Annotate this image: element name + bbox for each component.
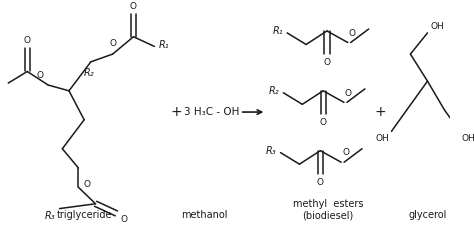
Text: R₃: R₃: [266, 146, 277, 156]
Text: +: +: [374, 105, 386, 119]
Text: O: O: [349, 29, 356, 38]
Text: O: O: [120, 215, 127, 224]
Text: O: O: [323, 58, 330, 67]
Text: +: +: [170, 105, 182, 119]
Text: O: O: [319, 118, 327, 127]
Text: O: O: [24, 36, 31, 45]
Text: O: O: [109, 39, 116, 48]
Text: O: O: [83, 180, 90, 189]
Text: OH: OH: [462, 134, 474, 143]
Text: O: O: [130, 2, 137, 11]
Text: O: O: [345, 89, 352, 98]
Text: R₂: R₂: [269, 86, 280, 96]
Text: O: O: [36, 71, 44, 80]
Text: R₃: R₃: [45, 210, 56, 220]
Text: triglyceride: triglyceride: [56, 210, 112, 220]
Text: OH: OH: [430, 22, 444, 31]
Text: 3 H₃C - OH: 3 H₃C - OH: [183, 107, 239, 117]
Text: OH: OH: [376, 134, 390, 143]
Text: methyl  esters
(biodiesel): methyl esters (biodiesel): [292, 199, 363, 220]
Text: glycerol: glycerol: [408, 210, 447, 220]
Text: R₁: R₁: [159, 40, 170, 50]
Text: R₁: R₁: [273, 26, 283, 36]
Text: O: O: [342, 148, 349, 157]
Text: methanol: methanol: [182, 210, 228, 220]
Text: O: O: [317, 178, 324, 187]
Text: R₂: R₂: [84, 68, 95, 78]
